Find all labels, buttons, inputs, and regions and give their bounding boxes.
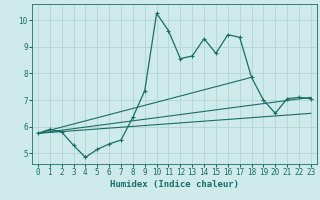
X-axis label: Humidex (Indice chaleur): Humidex (Indice chaleur) — [110, 180, 239, 189]
